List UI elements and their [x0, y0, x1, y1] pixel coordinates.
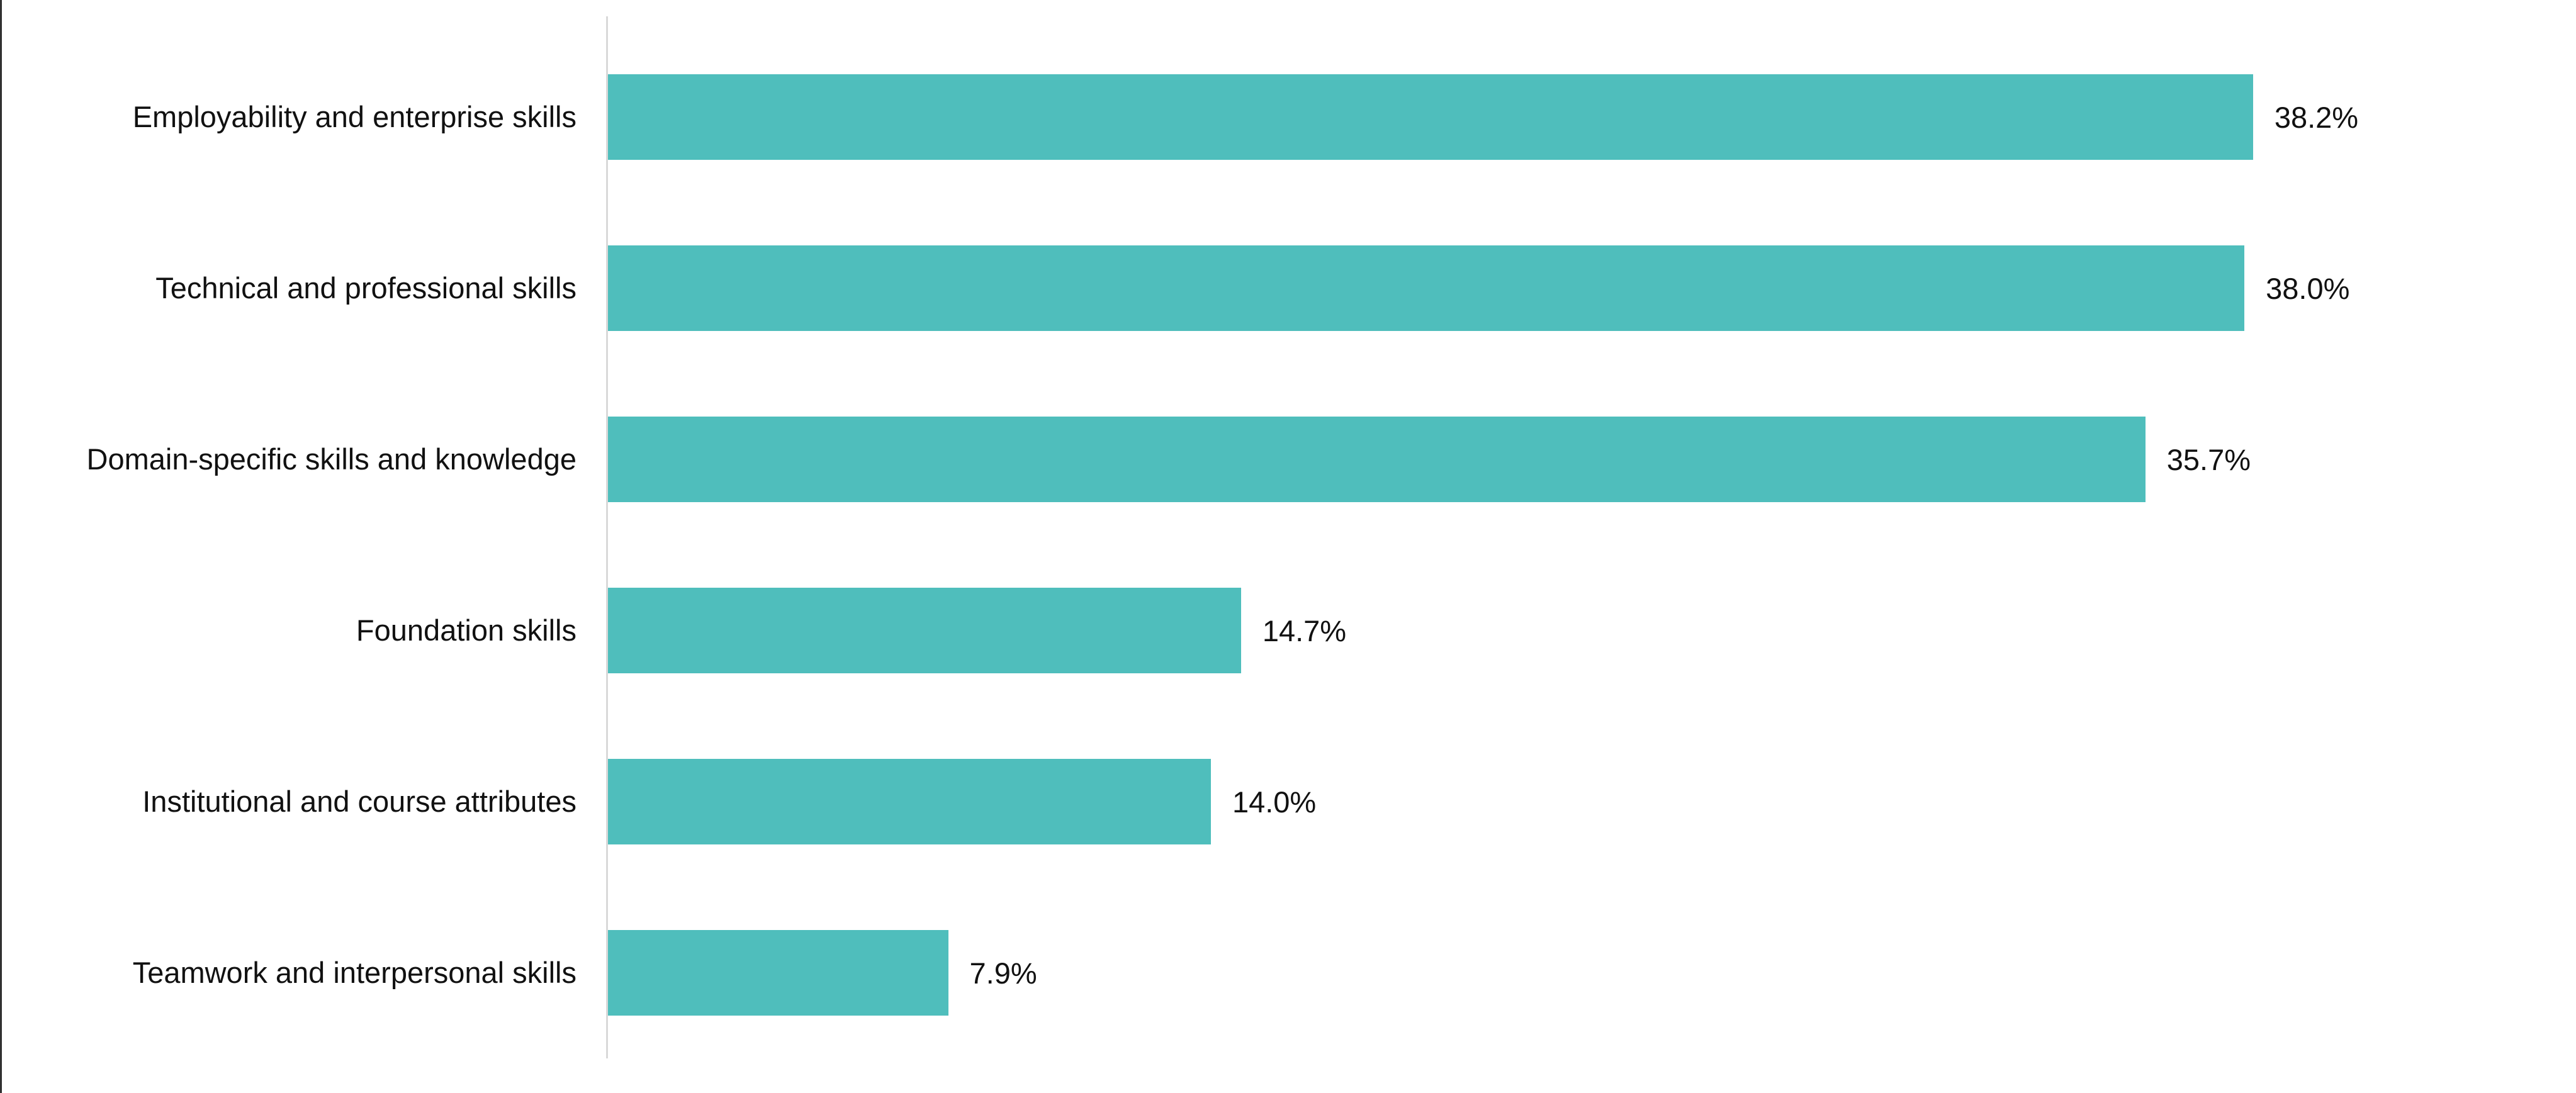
bar-row: Teamwork and interpersonal skills 7.9%	[0, 887, 2576, 1058]
value-label: 38.2%	[2274, 100, 2359, 134]
category-label: Institutional and course attributes	[142, 784, 577, 818]
bar-track: 14.0%	[608, 759, 2576, 844]
bar-row: Technical and professional skills 38.0%	[0, 203, 2576, 374]
bar	[608, 74, 2253, 160]
bar-track: 38.0%	[608, 245, 2576, 331]
bar-row: Institutional and course attributes 14.0%	[0, 716, 2576, 887]
value-label: 14.7%	[1262, 614, 1347, 647]
bar-row: Foundation skills 14.7%	[0, 545, 2576, 716]
category-axis-line	[606, 16, 608, 1058]
bar-track: 35.7%	[608, 417, 2576, 502]
bar	[608, 588, 1241, 673]
category-label: Foundation skills	[356, 613, 577, 647]
category-label: Employability and enterprise skills	[132, 99, 577, 133]
bar-row: Domain-specific skills and knowledge 35.7…	[0, 374, 2576, 545]
category-label: Domain-specific skills and knowledge	[86, 442, 577, 476]
bar	[608, 417, 2146, 502]
value-label: 7.9%	[969, 956, 1037, 990]
bar	[608, 759, 1211, 844]
page-left-border	[0, 0, 2, 1093]
category-label: Teamwork and interpersonal skills	[132, 955, 577, 989]
value-label: 35.7%	[2166, 442, 2251, 476]
category-label: Technical and professional skills	[155, 271, 577, 305]
bar-row: Employability and enterprise skills 38.2%	[0, 31, 2576, 203]
bar	[608, 245, 2245, 331]
value-label: 14.0%	[1232, 785, 1317, 819]
bar-track: 14.7%	[608, 588, 2576, 673]
bar-chart: Employability and enterprise skills 38.2%…	[0, 16, 2576, 1058]
bar-track: 7.9%	[608, 930, 2576, 1016]
bar-track: 38.2%	[608, 74, 2576, 160]
value-label: 38.0%	[2266, 271, 2350, 305]
bar-rows: Employability and enterprise skills 38.2%…	[0, 31, 2576, 1058]
bar	[608, 930, 948, 1016]
